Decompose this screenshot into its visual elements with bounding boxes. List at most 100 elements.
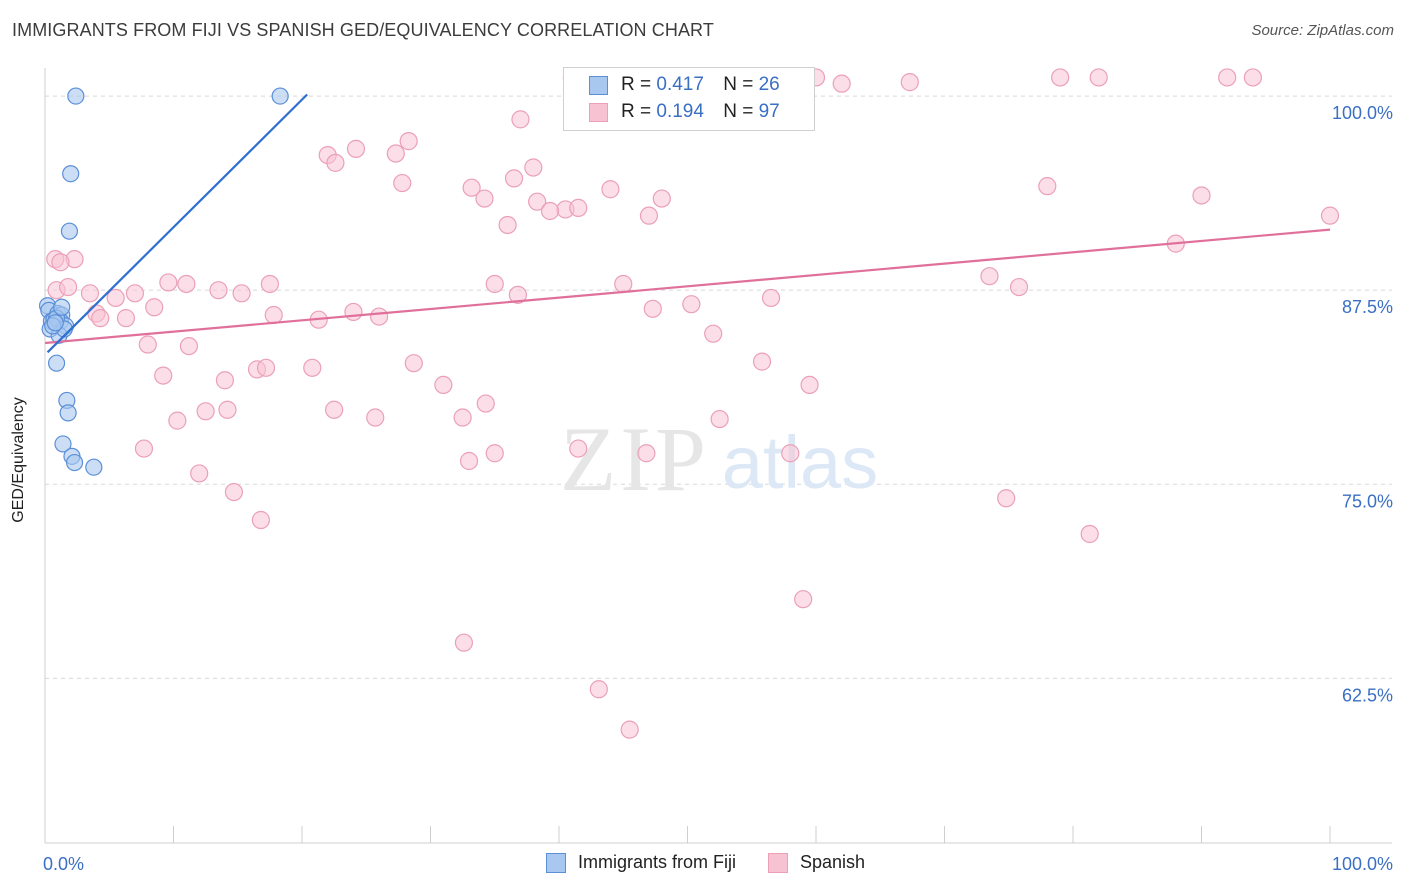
spanish-point[interactable] [1218,68,1237,87]
spanish-point[interactable] [196,402,215,421]
spanish-point[interactable] [393,173,412,193]
spanish-point[interactable] [569,198,588,217]
spanish-point[interactable] [177,274,196,294]
legend-item-spanish[interactable]: Spanish [768,852,865,873]
spanish-point[interactable] [232,284,251,303]
fiji-point[interactable] [47,354,66,372]
spanish-point[interactable] [614,274,633,294]
spanish-point[interactable] [138,335,157,354]
spanish-point[interactable] [59,277,78,297]
spanish-point[interactable] [344,302,363,322]
spanish-point[interactable] [91,309,110,328]
spanish-point[interactable] [1080,524,1099,544]
spanish-point[interactable] [475,189,494,208]
spanish-point[interactable] [154,366,173,385]
spanish-point[interactable] [134,439,154,458]
spanish-point[interactable] [1038,177,1057,196]
spanish-point[interactable] [980,267,999,286]
spanish-point[interactable] [256,358,276,377]
spanish-point[interactable] [1320,206,1340,225]
spanish-point[interactable] [366,408,385,427]
spanish-point[interactable] [652,189,671,208]
fiji-point[interactable] [271,87,289,105]
fiji-point[interactable] [65,453,84,472]
spanish-point[interactable] [589,680,608,699]
fiji-point[interactable] [46,314,64,332]
spanish-point[interactable] [453,408,472,427]
spanish-point[interactable] [106,288,125,308]
spanish-point[interactable] [710,409,729,429]
spanish-point[interactable] [800,375,819,395]
spanish-point[interactable] [997,489,1016,508]
spanish-point[interactable] [159,273,178,292]
fiji-point[interactable] [59,404,77,422]
spanish-point[interactable] [218,400,237,419]
spanish-point[interactable] [794,590,813,609]
spanish-point[interactable] [125,284,145,303]
spanish-point[interactable] [781,444,800,463]
spanish-point[interactable] [399,132,418,151]
spanish-point[interactable] [260,274,279,294]
spanish-point[interactable] [601,180,620,199]
spanish-point[interactable] [485,274,504,294]
spanish-point[interactable] [504,169,524,188]
spanish-point[interactable] [637,444,656,463]
spanish-point[interactable] [1089,68,1108,87]
spanish-point[interactable] [643,299,662,318]
spanish-point[interactable] [498,215,517,235]
legend-item-fiji[interactable]: Immigrants from Fiji [546,852,736,873]
fiji-point[interactable] [54,435,72,453]
spanish-point[interactable] [511,110,530,129]
spanish-point[interactable] [434,375,453,395]
spanish-point[interactable] [370,307,389,326]
spanish-point[interactable] [704,324,723,343]
spanish-point[interactable] [303,358,322,377]
spanish-point[interactable] [325,400,344,419]
spanish-point[interactable] [620,720,639,739]
spanish-point[interactable] [832,74,851,93]
spanish-point[interactable] [462,178,481,197]
spanish-point[interactable] [251,510,270,530]
spanish-point[interactable] [326,153,345,172]
spanish-point[interactable] [508,285,527,304]
fiji-point[interactable] [85,458,103,476]
spanish-point[interactable] [1051,68,1070,87]
spanish-point[interactable] [459,451,479,471]
spanish-point[interactable] [1243,68,1263,87]
spanish-point[interactable] [346,139,366,158]
spanish-point[interactable] [179,336,199,356]
spanish-point[interactable] [224,482,243,502]
spanish-point[interactable] [524,158,543,177]
fiji-point[interactable] [67,87,85,105]
source-credit: Source: ZipAtlas.com [1251,22,1394,39]
fiji-point[interactable] [53,298,71,316]
spanish-point[interactable] [1009,277,1029,297]
spanish-point[interactable] [540,201,560,221]
spanish-point[interactable] [145,298,164,317]
spanish-point[interactable] [682,295,701,314]
spanish-point[interactable] [528,192,547,211]
spanish-point[interactable] [900,73,919,92]
spanish-point[interactable] [168,411,187,430]
spanish-point[interactable] [386,144,405,163]
spanish-point[interactable] [51,253,70,272]
spanish-point[interactable] [404,354,423,373]
spanish-point[interactable] [639,206,659,225]
spanish-point[interactable] [264,305,283,325]
spanish-point[interactable] [476,394,495,413]
fiji-trend-line [46,93,308,354]
spanish-point[interactable] [1192,186,1211,205]
spanish-point[interactable] [116,309,136,328]
spanish-point[interactable] [485,444,504,463]
spanish-point[interactable] [209,281,228,300]
spanish-point[interactable] [190,464,209,483]
fiji-point[interactable] [62,165,80,183]
spanish-point[interactable] [752,352,772,371]
spanish-point[interactable] [215,371,234,390]
spanish-point[interactable] [761,288,781,308]
spanish-point[interactable] [569,439,588,458]
fiji-point[interactable] [60,222,79,240]
axes [44,68,1392,844]
spanish-point[interactable] [80,284,100,303]
spanish-point[interactable] [454,633,474,652]
